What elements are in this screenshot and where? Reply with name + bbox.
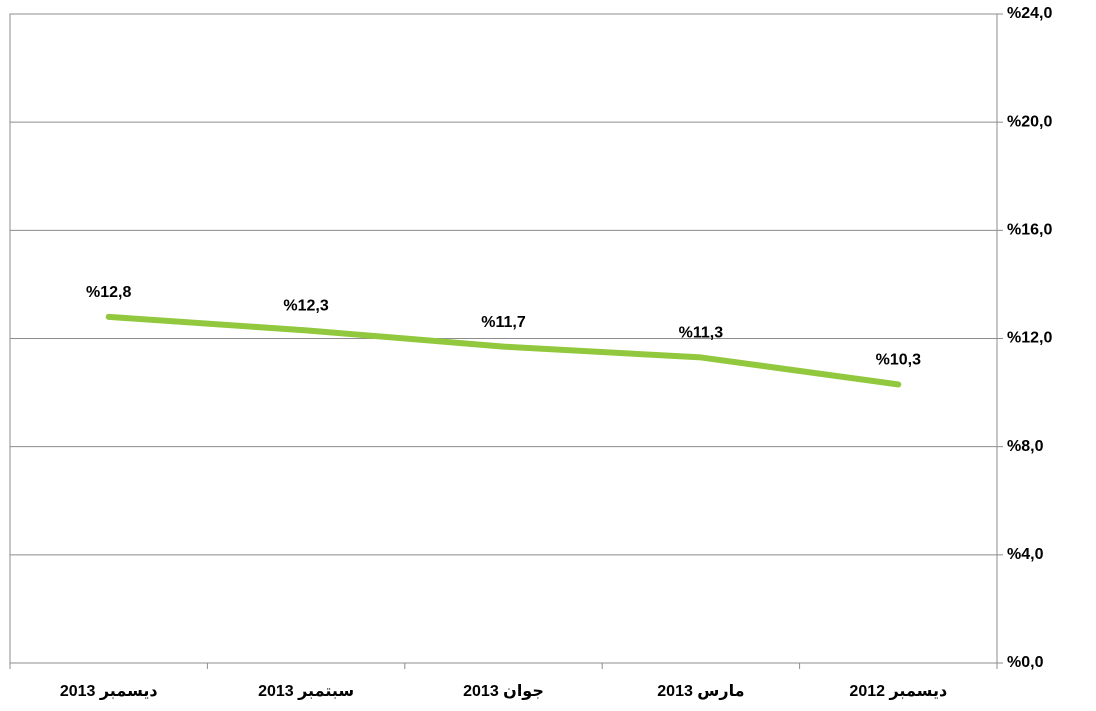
x-tick-label: ديسمبر 2012 (849, 683, 947, 700)
y-tick-label: %24,0 (1007, 5, 1052, 22)
x-tick-label: ديسمبر 2013 (60, 683, 158, 700)
y-tick-label: %8,0 (1007, 438, 1044, 455)
data-label: %11,7 (481, 314, 526, 331)
data-label: %11,3 (679, 325, 724, 342)
x-tick-label: جوان 2013 (463, 683, 544, 700)
data-label: %12,8 (86, 284, 131, 301)
y-tick-label: %12,0 (1007, 330, 1052, 347)
data-label: %12,3 (283, 298, 328, 315)
y-tick-label: %0,0 (1007, 654, 1044, 671)
x-tick-label: مارس 2013 (657, 683, 744, 700)
y-tick-label: %16,0 (1007, 222, 1052, 239)
data-line (105, 313, 902, 388)
x-tick-label: سبتمبر 2013 (258, 683, 354, 700)
y-tick-label: %4,0 (1007, 546, 1044, 563)
plot-border (9, 13, 998, 664)
data-label: %10,3 (876, 352, 921, 369)
y-tick-label: %20,0 (1007, 113, 1052, 130)
